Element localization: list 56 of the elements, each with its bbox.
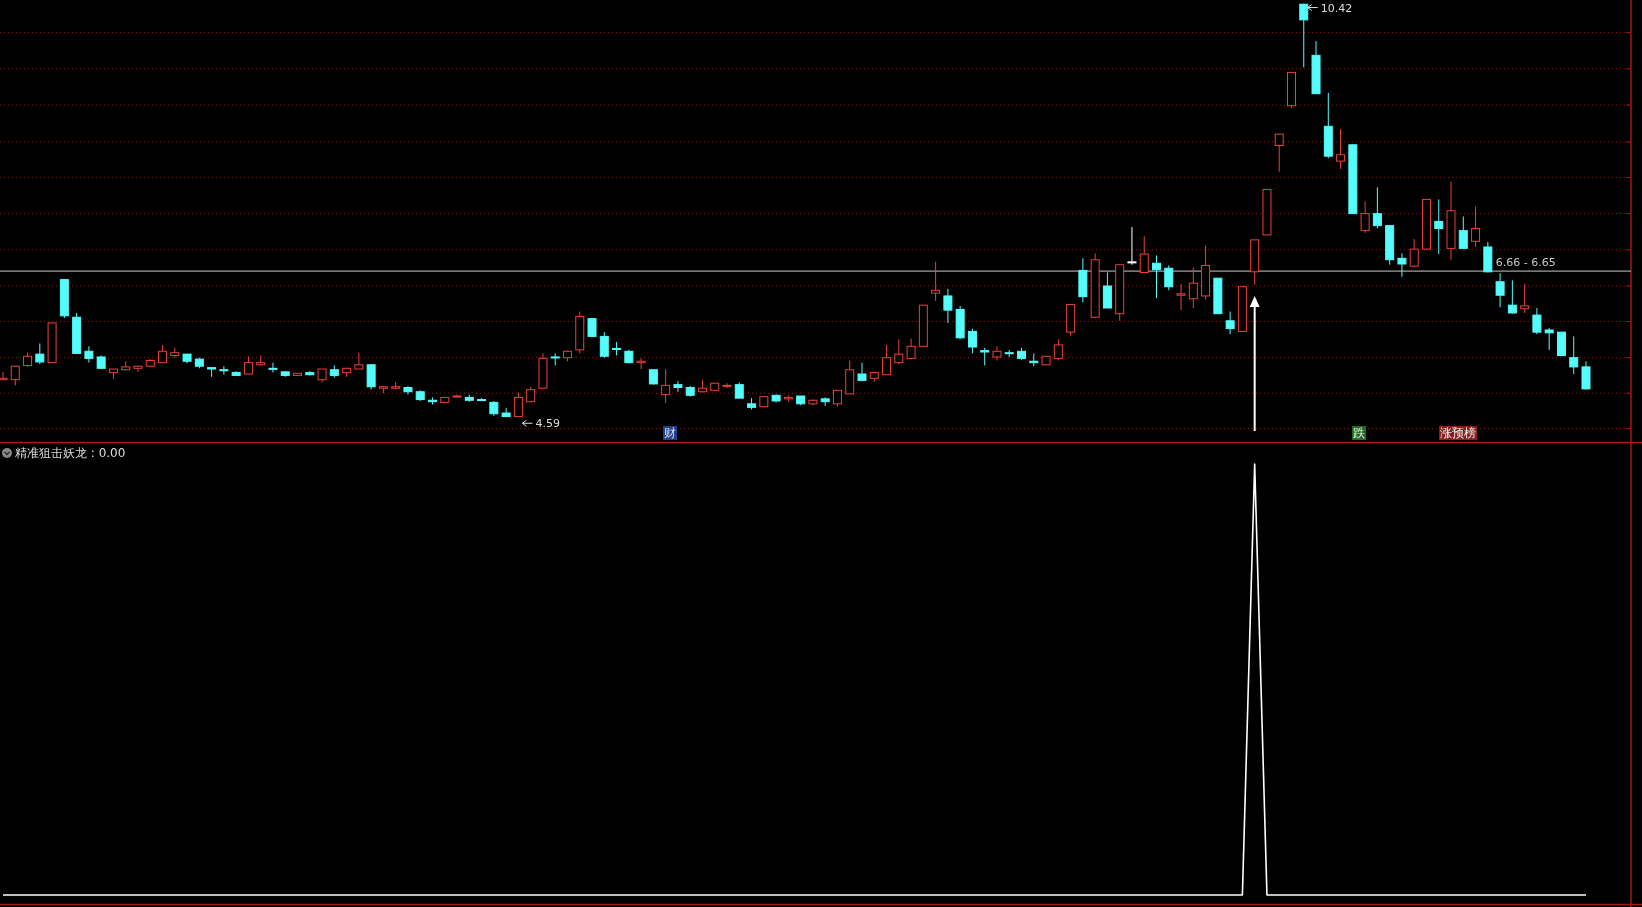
candlestick: [1569, 335, 1579, 375]
candlestick: [84, 345, 94, 364]
candlestick: [1544, 327, 1554, 351]
candlestick: [1164, 264, 1174, 291]
candlestick: [882, 344, 892, 376]
candlestick: [1434, 198, 1444, 255]
candlestick: [1507, 279, 1517, 315]
annotation: 10.42: [1320, 1, 1353, 15]
candlestick: [1495, 272, 1505, 308]
candlestick: [612, 341, 622, 357]
candlestick: [992, 345, 1002, 362]
candlestick: [1458, 215, 1468, 250]
candlestick: [268, 362, 278, 374]
chart-title: 精准狙击妖龙 : 0.00: [15, 446, 126, 460]
candlestick: [219, 365, 229, 376]
candlestick: [1299, 3, 1309, 68]
candlestick: [1360, 201, 1370, 234]
candlestick: [1556, 331, 1566, 357]
candlestick: [967, 328, 977, 354]
candlestick: [636, 357, 646, 370]
candlestick: [1520, 283, 1530, 314]
candlestick: [661, 368, 671, 404]
candlestick: [1409, 238, 1419, 269]
annotation: 6.66 - 6.65: [1495, 256, 1556, 270]
annotation: 4.59: [535, 417, 560, 431]
candlestick: [1152, 254, 1161, 299]
candlestick: [1471, 206, 1481, 248]
candlestick: [513, 391, 523, 418]
candlestick: [1274, 133, 1284, 173]
annotation: 财: [664, 426, 676, 440]
candlestick: [722, 382, 732, 389]
candlestick: [1397, 252, 1407, 278]
annotation: 涨预榜: [1440, 426, 1476, 440]
candlestick: [1532, 307, 1542, 335]
candlestick: [354, 352, 364, 370]
candlestick: [1139, 235, 1149, 274]
candlestick: [35, 342, 45, 365]
candlestick: [1127, 226, 1137, 266]
candlestick: [906, 338, 916, 359]
candlestick: [133, 364, 143, 373]
candlestick: [1225, 311, 1235, 335]
candlestick: [10, 365, 20, 386]
candlestick: [1102, 272, 1112, 309]
candlestick: [943, 288, 953, 324]
candlestick: [894, 338, 904, 365]
candlestick: [366, 363, 376, 391]
candlestick: [673, 380, 683, 393]
candlestick: [931, 261, 941, 302]
annotation: 跌: [1353, 426, 1365, 440]
candlestick: [1372, 186, 1382, 230]
candlestick: [1176, 283, 1186, 311]
candlestick: [1053, 338, 1063, 362]
candlestick: [1336, 128, 1346, 170]
candlestick: [1188, 267, 1198, 309]
candlestick: [599, 331, 609, 359]
candlestick: [1581, 360, 1591, 391]
